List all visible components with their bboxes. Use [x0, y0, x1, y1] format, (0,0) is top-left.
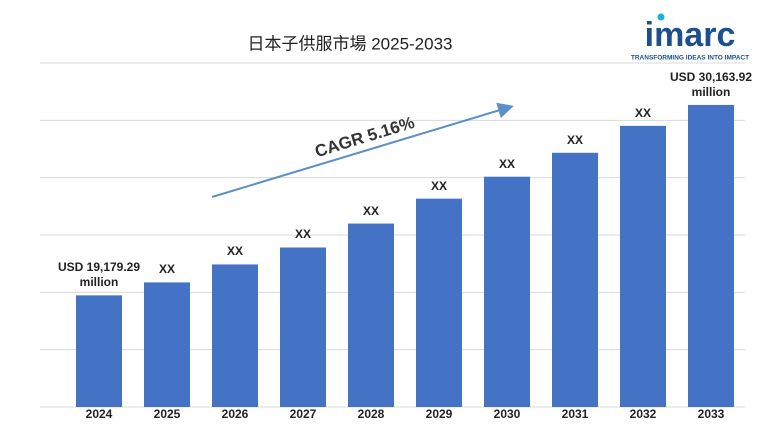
value-label: XX [362, 203, 379, 218]
value-label: USD 19,179.29 million [57, 260, 141, 290]
value-label: XX [294, 227, 311, 242]
x-tick-label: 2027 [290, 407, 317, 421]
bar [416, 198, 462, 407]
x-tick-label: 2026 [222, 407, 249, 421]
logo-tagline: TRANSFORMING IDEAS INTO IMPACT [631, 55, 749, 62]
bar [280, 247, 326, 407]
x-tick-label: 2025 [154, 407, 181, 421]
x-tick-label: 2024 [86, 407, 113, 421]
bar [688, 104, 734, 408]
x-tick-label: 2028 [358, 407, 385, 421]
value-label: XX [566, 132, 583, 147]
x-tick-label: 2031 [562, 407, 589, 421]
x-tick-label: 2029 [426, 407, 453, 421]
bar [484, 176, 530, 407]
value-label: XX [498, 156, 515, 171]
logo-name: imarc [645, 16, 736, 54]
bar [212, 264, 258, 407]
x-tick-label: 2030 [494, 407, 521, 421]
value-label: XX [158, 262, 175, 277]
chart-title: 日本子供服市場 2025-2033 [247, 34, 452, 53]
value-label: XX [430, 178, 447, 193]
value-label: USD 30,163.92 million [669, 69, 753, 99]
x-tick-label: 2033 [698, 407, 725, 421]
cagr-arrow [211, 102, 514, 198]
value-label: XX [634, 105, 651, 120]
bar [552, 152, 598, 407]
bar [348, 223, 394, 407]
bar [620, 125, 666, 407]
bar [76, 295, 122, 407]
x-tick-label: 2032 [630, 407, 657, 421]
bar [144, 282, 190, 407]
logo-dot [657, 13, 665, 21]
value-label: XX [226, 244, 243, 259]
